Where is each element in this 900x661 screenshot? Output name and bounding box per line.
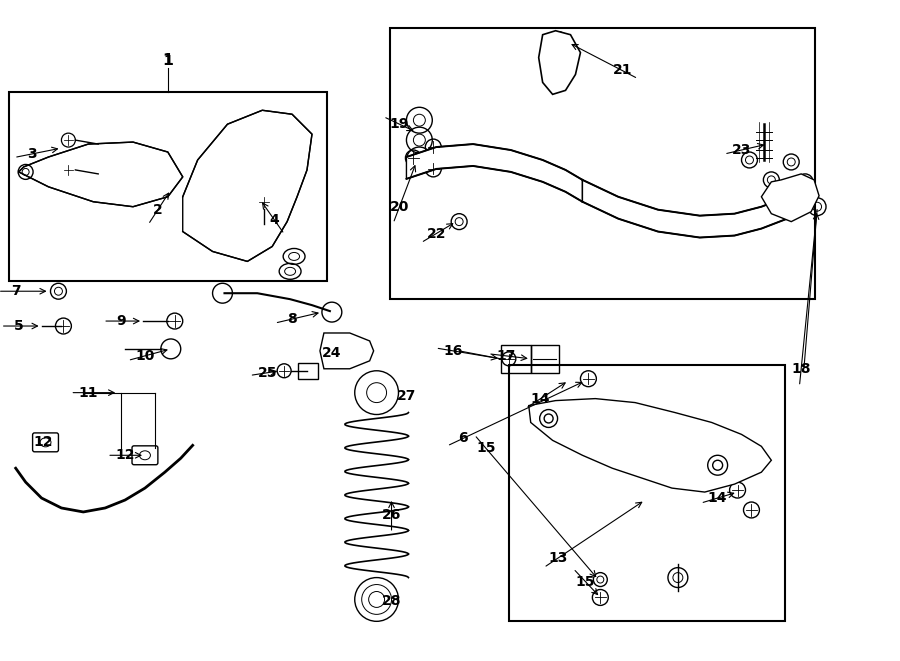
Text: 26: 26: [382, 508, 401, 522]
Polygon shape: [539, 30, 580, 95]
Text: 18: 18: [791, 362, 811, 376]
Text: 27: 27: [397, 389, 416, 403]
Text: 9: 9: [116, 314, 126, 328]
Text: 12: 12: [34, 436, 53, 449]
Bar: [508, 365, 786, 621]
Polygon shape: [761, 174, 819, 221]
Text: 2: 2: [153, 203, 163, 217]
Text: 20: 20: [390, 200, 410, 214]
Polygon shape: [528, 399, 771, 492]
Text: 23: 23: [732, 143, 752, 157]
Bar: [531, 345, 559, 373]
Polygon shape: [183, 110, 312, 261]
Text: 5: 5: [14, 319, 23, 333]
Text: 17: 17: [496, 349, 516, 363]
Text: 11: 11: [78, 385, 98, 400]
Text: 14: 14: [708, 491, 727, 505]
Text: 4: 4: [269, 213, 279, 227]
Text: 6: 6: [458, 432, 468, 446]
Text: 14: 14: [531, 391, 551, 406]
Text: 15: 15: [576, 574, 595, 588]
Text: 21: 21: [613, 63, 632, 77]
Text: 8: 8: [287, 312, 297, 326]
Text: 19: 19: [390, 117, 410, 131]
Text: 7: 7: [11, 284, 21, 298]
Bar: [501, 345, 531, 373]
Polygon shape: [407, 144, 582, 202]
Text: 3: 3: [27, 147, 36, 161]
Text: 16: 16: [444, 344, 463, 358]
Polygon shape: [19, 142, 183, 207]
Bar: [390, 28, 815, 299]
Text: 28: 28: [382, 594, 401, 608]
Bar: [9, 93, 327, 282]
Text: 25: 25: [257, 366, 277, 380]
Bar: [298, 363, 318, 379]
Text: 22: 22: [427, 227, 446, 241]
Text: 24: 24: [322, 346, 342, 360]
Polygon shape: [320, 333, 374, 369]
Polygon shape: [582, 180, 788, 237]
Text: 12: 12: [115, 448, 135, 462]
Text: 13: 13: [549, 551, 568, 564]
Text: 15: 15: [476, 442, 496, 455]
Text: 1: 1: [163, 54, 173, 67]
Text: 1: 1: [163, 53, 173, 68]
Text: 10: 10: [135, 349, 155, 363]
